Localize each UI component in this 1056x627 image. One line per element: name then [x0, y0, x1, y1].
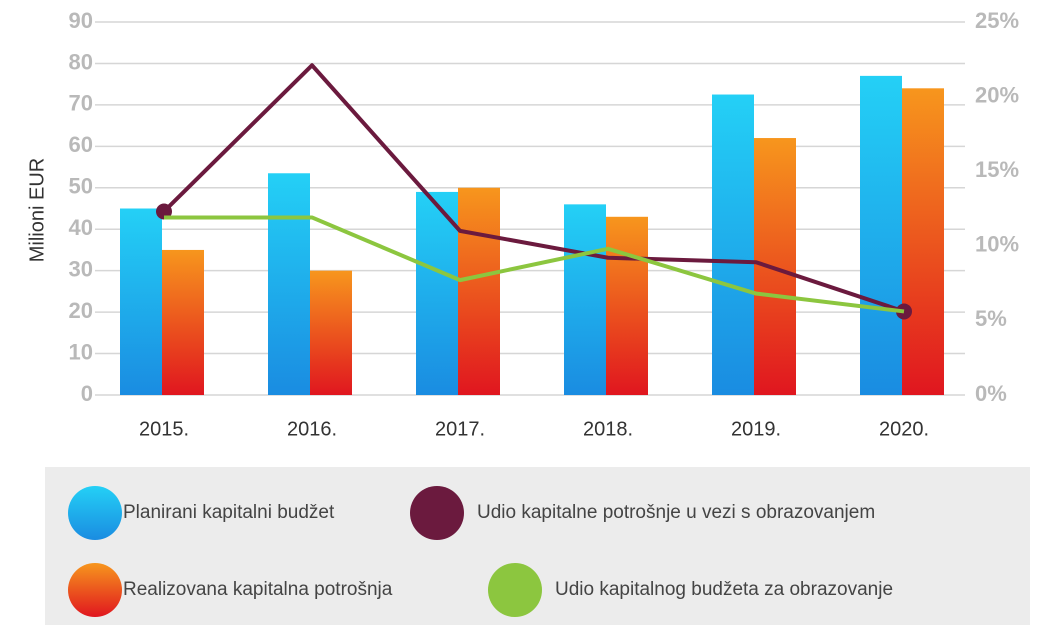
y-tick-label: 10 — [69, 339, 93, 364]
y-tick-label: 90 — [69, 8, 93, 33]
legend-label: Udio kapitalne potrošnje u vezi s obrazo… — [477, 502, 875, 523]
y-tick-label: 50 — [69, 174, 93, 199]
y2-tick-label: 15% — [975, 157, 1019, 182]
x-tick-label: 2017. — [435, 418, 485, 440]
bar — [902, 88, 944, 396]
y-tick-label: 0 — [81, 381, 93, 406]
y-tick-label: 60 — [69, 132, 93, 157]
bar — [458, 187, 500, 395]
bar — [310, 270, 352, 395]
bar — [860, 75, 902, 395]
bar — [162, 249, 204, 395]
legend-swatch — [68, 486, 122, 540]
legend-label: Planirani kapitalni budžet — [123, 502, 335, 523]
x-tick-label: 2019. — [731, 418, 781, 440]
bar — [120, 208, 162, 395]
bar — [564, 204, 606, 395]
x-tick-label: 2016. — [287, 418, 337, 440]
legend-label: Realizovana kapitalna potrošnja — [123, 579, 393, 600]
x-tick-label: 2015. — [139, 418, 189, 440]
bar — [268, 173, 310, 395]
y-tick-label: 80 — [69, 49, 93, 74]
y2-tick-label: 5% — [975, 306, 1007, 331]
legend-swatch — [488, 563, 542, 617]
bar — [606, 216, 648, 395]
line — [162, 63, 905, 314]
legend-swatch — [68, 563, 122, 617]
y-tick-label: 40 — [69, 215, 93, 240]
y2-tick-label: 20% — [975, 82, 1019, 107]
y-tick-label: 70 — [69, 91, 93, 116]
y-axis-label: Milioni EUR — [26, 158, 48, 262]
legend-label: Udio kapitalnog budžeta za obrazovanje — [555, 579, 893, 600]
line — [164, 215, 905, 314]
x-tick-label: 2018. — [583, 418, 633, 440]
y-tick-label: 30 — [69, 256, 93, 281]
y2-tick-label: 0% — [975, 381, 1007, 406]
x-tick-label: 2020. — [879, 418, 929, 440]
legend-swatch — [410, 486, 464, 540]
y-tick-label: 20 — [69, 298, 93, 323]
bar — [712, 94, 754, 396]
bar — [416, 191, 458, 395]
y2-tick-label: 25% — [975, 8, 1019, 33]
y2-tick-label: 10% — [975, 232, 1019, 257]
